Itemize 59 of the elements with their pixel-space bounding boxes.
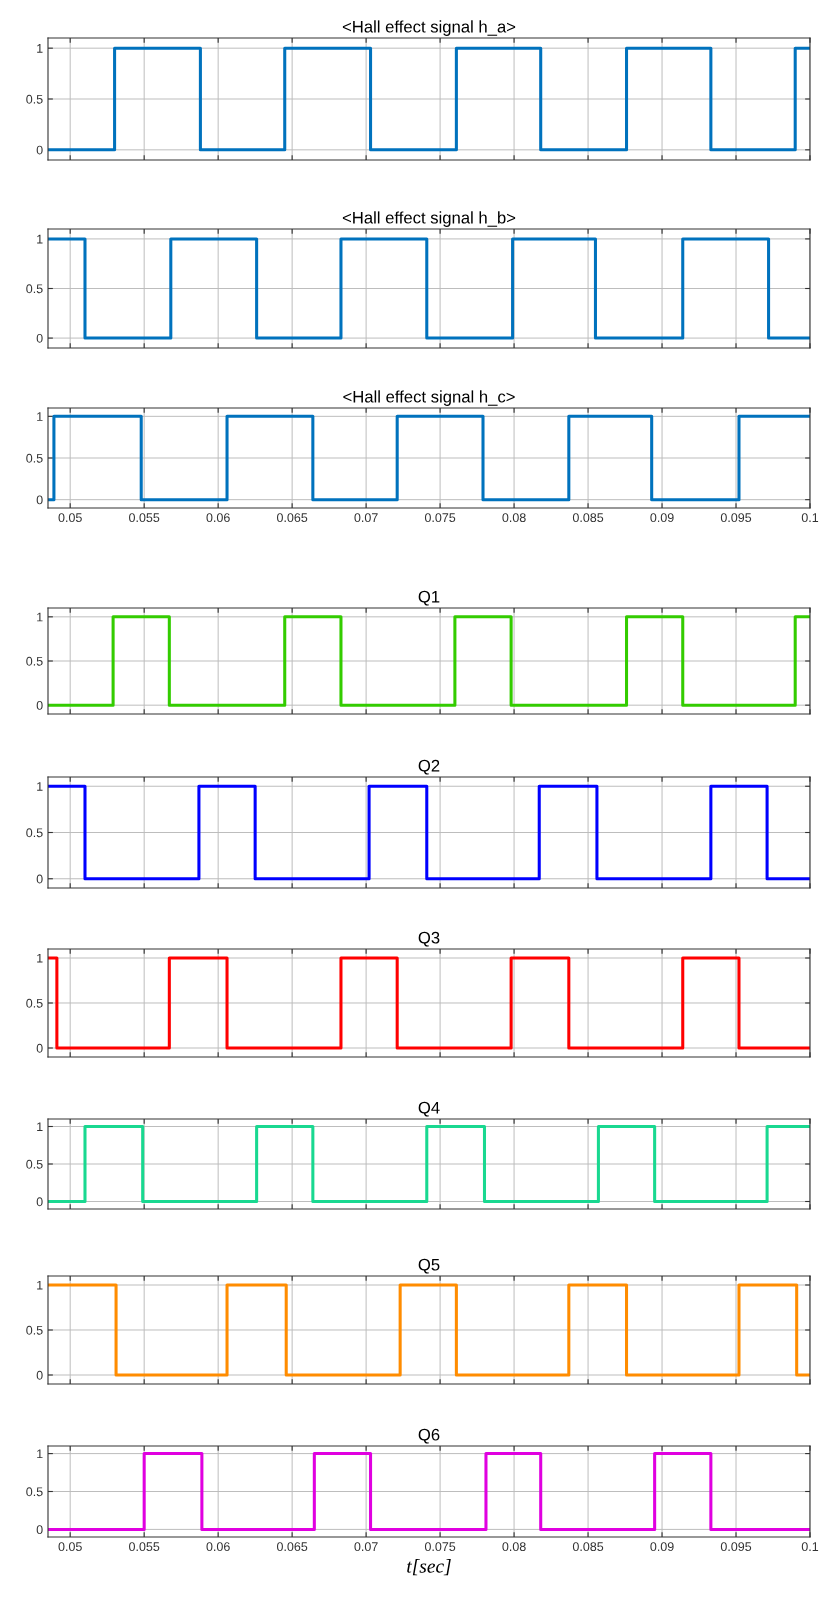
x-tick-label: 0.1 [801,513,819,523]
x-tick-label: 0.075 [424,513,456,523]
y-tick-label: 1 [37,612,43,622]
x-axis-title: t[sec] [407,1559,451,1576]
y-tick-label: 1 [37,1449,43,1459]
x-tick-label: 0.085 [572,1542,604,1552]
x-tick-label: 0.09 [650,1542,674,1552]
y-tick-label: 0 [36,700,43,710]
x-tick-label: 0.055 [129,513,160,523]
chart-title: Q6 [418,1428,440,1444]
x-tick-label: 0.05 [58,513,82,523]
x-tick-label: 0.065 [276,513,308,523]
x-tick-label: 0.09 [650,513,674,523]
x-tick-label: 0.08 [502,513,526,523]
y-tick-label: 0 [36,145,43,155]
y-tick-label: 0 [36,333,43,343]
chart-title: Q4 [418,1101,440,1117]
chart-title: <Hall effect signal h_b> [342,211,516,227]
y-tick-label: 1 [37,953,43,963]
x-tick-label: 0.085 [572,513,604,523]
y-tick-label: 0.5 [26,453,43,463]
x-tick-label: 0.06 [206,1542,230,1552]
y-tick-label: 1 [37,234,43,244]
y-tick-label: 0.5 [26,284,43,294]
y-tick-label: 0.5 [26,1487,43,1497]
y-tick-label: 1 [37,44,43,53]
y-tick-label: 0 [36,1370,43,1380]
x-tick-label: 0.065 [276,1542,308,1552]
chart-title: Q1 [418,590,440,606]
chart-title: Q3 [418,931,440,947]
y-tick-label: 0.5 [26,94,43,104]
chart-title: Q5 [418,1258,440,1274]
x-tick-label: 0.08 [502,1542,526,1552]
y-tick-label: 1 [37,412,43,421]
y-tick-label: 1 [37,782,43,791]
chart-title: <Hall effect signal h_c> [343,390,515,406]
x-tick-label: 0.075 [424,1542,456,1552]
y-tick-label: 0 [36,1525,43,1535]
y-tick-label: 0 [36,874,43,884]
x-tick-label: 0.07 [354,1542,378,1552]
x-tick-label: 0.06 [206,513,230,523]
y-tick-label: 1 [37,1122,43,1132]
y-tick-label: 0.5 [26,656,43,666]
y-tick-label: 0.5 [26,1159,43,1169]
x-tick-label: 0.055 [129,1542,160,1552]
x-tick-label: 0.095 [720,513,752,523]
y-tick-label: 0 [36,1197,43,1207]
y-tick-label: 0 [36,495,43,505]
x-tick-label: 0.05 [58,1542,82,1552]
x-tick-label: 0.095 [720,1542,752,1552]
x-tick-label: 0.07 [354,513,378,523]
y-tick-label: 1 [37,1280,43,1290]
y-tick-label: 0 [36,1043,43,1053]
x-tick-label: 0.1 [801,1542,819,1552]
chart-title: <Hall effect signal h_a> [342,20,516,36]
y-tick-label: 0.5 [26,1325,43,1335]
chart-title: Q2 [418,759,440,775]
y-tick-label: 0.5 [26,828,43,838]
y-tick-label: 0.5 [26,998,43,1008]
